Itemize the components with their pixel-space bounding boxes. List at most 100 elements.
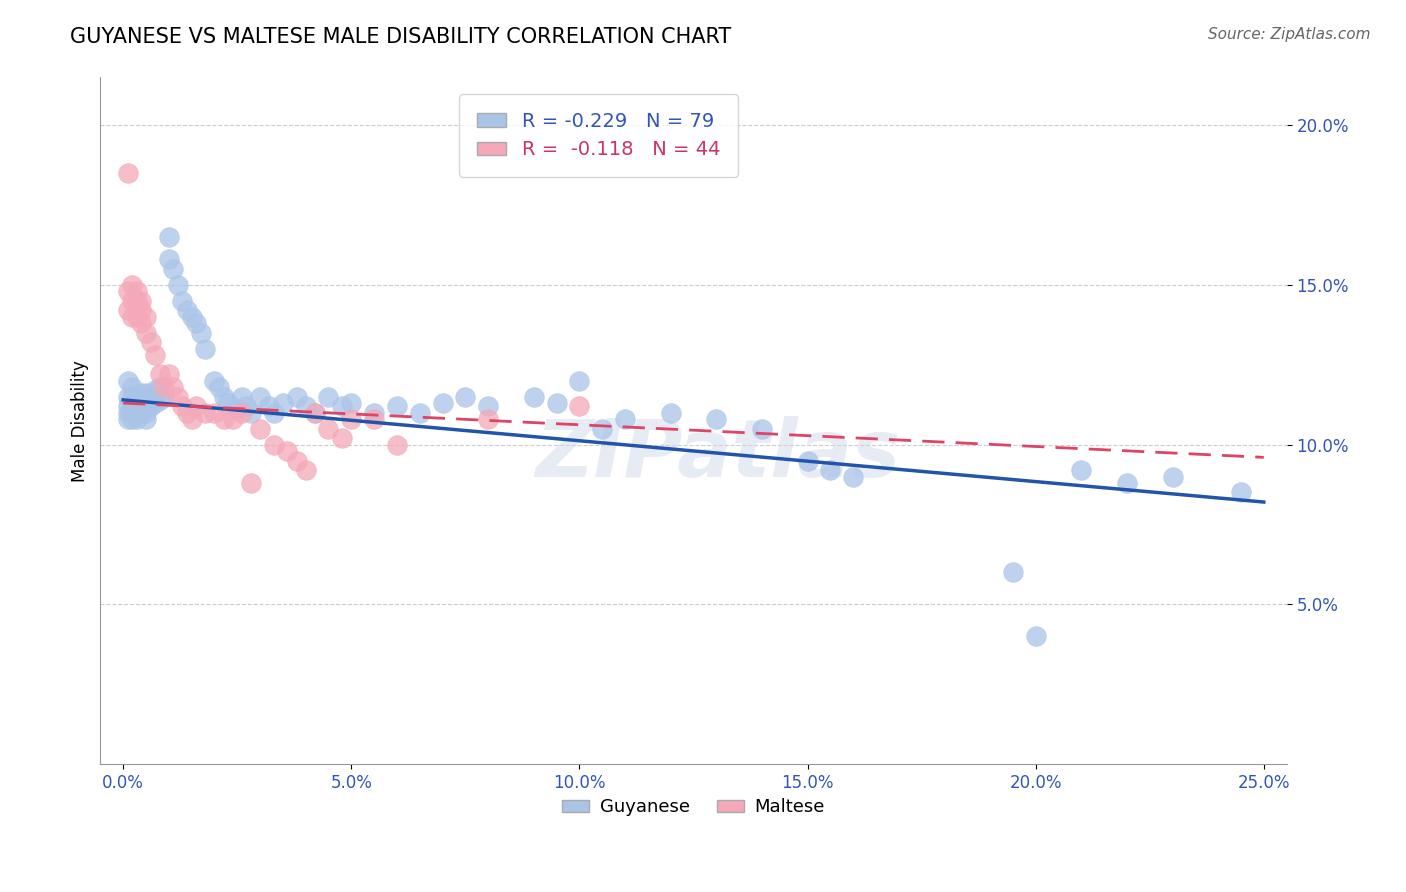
Point [149, 392, 172, 407]
Point [167, 390, 190, 404]
Point [330, 431, 353, 445]
Point [285, 390, 308, 404]
Point [135, 326, 157, 340]
Point [263, 437, 285, 451]
Point [294, 399, 316, 413]
Point [294, 463, 316, 477]
Point [231, 390, 253, 404]
Point [135, 310, 157, 324]
Point [190, 326, 212, 340]
Point [432, 396, 454, 410]
Point [162, 262, 184, 277]
Point [363, 412, 385, 426]
Point [131, 386, 153, 401]
Point [121, 310, 143, 324]
Point [121, 293, 143, 308]
Point [231, 406, 253, 420]
Point [135, 386, 157, 401]
Point [135, 406, 157, 420]
Point [226, 402, 249, 417]
Point [186, 399, 208, 413]
Point [304, 406, 326, 420]
Point [117, 303, 139, 318]
Point [249, 422, 271, 436]
Point [409, 406, 432, 420]
Point [125, 406, 148, 420]
Point [143, 348, 166, 362]
Point [276, 444, 298, 458]
Point [212, 390, 235, 404]
Point [454, 390, 477, 404]
Point [117, 406, 139, 420]
Point [340, 396, 363, 410]
Point [176, 406, 198, 420]
Point [304, 406, 326, 420]
Y-axis label: Male Disability: Male Disability [72, 359, 89, 482]
Point [1230, 485, 1253, 500]
Point [271, 396, 294, 410]
Point [477, 399, 499, 413]
Point [796, 453, 818, 467]
Point [221, 412, 243, 426]
Point [820, 463, 842, 477]
Point [208, 380, 231, 394]
Point [117, 285, 139, 299]
Point [1161, 469, 1184, 483]
Point [149, 380, 172, 394]
Point [1070, 463, 1092, 477]
Point [121, 277, 143, 292]
Point [202, 406, 225, 420]
Point [172, 293, 194, 308]
Point [235, 399, 257, 413]
Point [157, 252, 180, 267]
Point [131, 396, 153, 410]
Point [659, 406, 682, 420]
Point [568, 399, 591, 413]
Point [180, 310, 202, 324]
Point [285, 453, 308, 467]
Point [263, 406, 285, 420]
Point [121, 399, 143, 413]
Point [257, 399, 280, 413]
Point [125, 310, 148, 324]
Point [363, 406, 385, 420]
Point [330, 399, 353, 413]
Point [135, 396, 157, 410]
Legend: Guyanese, Maltese: Guyanese, Maltese [554, 791, 832, 823]
Point [546, 396, 568, 410]
Point [139, 399, 162, 413]
Point [568, 374, 591, 388]
Point [194, 406, 217, 420]
Text: GUYANESE VS MALTESE MALE DISABILITY CORRELATION CHART: GUYANESE VS MALTESE MALE DISABILITY CORR… [70, 27, 731, 46]
Point [157, 230, 180, 244]
Point [249, 390, 271, 404]
Text: ZIPatlas: ZIPatlas [534, 416, 900, 494]
Point [202, 374, 225, 388]
Point [385, 399, 408, 413]
Point [139, 390, 162, 404]
Point [125, 396, 148, 410]
Point [131, 406, 153, 420]
Point [194, 342, 217, 356]
Point [131, 293, 153, 308]
Point [121, 406, 143, 420]
Point [131, 303, 153, 318]
Point [614, 412, 637, 426]
Point [842, 469, 865, 483]
Point [125, 293, 148, 308]
Point [131, 316, 153, 330]
Point [117, 374, 139, 388]
Point [162, 380, 184, 394]
Point [157, 368, 180, 382]
Point [139, 335, 162, 350]
Point [143, 396, 166, 410]
Point [117, 390, 139, 404]
Point [212, 412, 235, 426]
Point [704, 412, 727, 426]
Point [318, 422, 340, 436]
Point [153, 390, 176, 404]
Point [1001, 566, 1024, 580]
Point [117, 412, 139, 426]
Point [1025, 629, 1047, 643]
Point [523, 390, 546, 404]
